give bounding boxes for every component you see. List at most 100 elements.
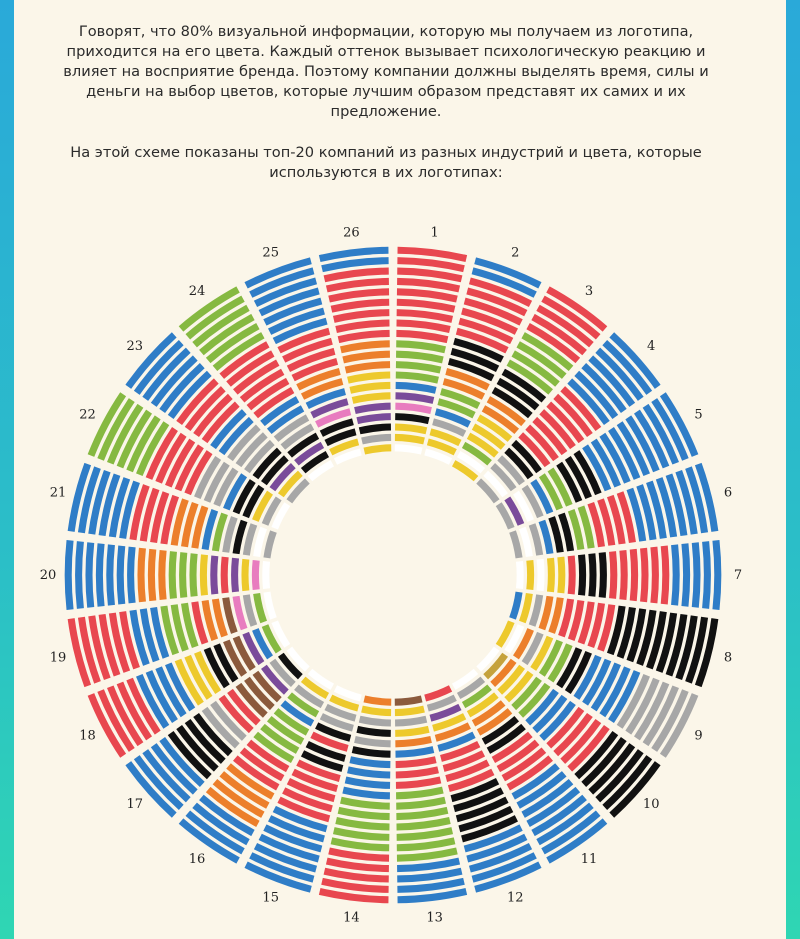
ring-10-18 xyxy=(490,658,517,688)
ring-4-9 xyxy=(553,393,593,438)
ring-16-6 xyxy=(212,779,265,818)
ring-22-16 xyxy=(232,479,256,515)
ring-12-7 xyxy=(458,805,514,833)
ring-23-18 xyxy=(269,462,296,492)
ring-17-19 xyxy=(277,652,303,680)
ring-3-8 xyxy=(511,350,560,387)
ring-24-15 xyxy=(273,414,310,442)
ring-7-19 xyxy=(526,559,535,591)
ring-11-20 xyxy=(451,668,479,690)
ring-8-15 xyxy=(558,598,575,638)
ring-13-9 xyxy=(396,806,449,821)
ring-5-7 xyxy=(608,427,641,480)
industry-wedge-18 xyxy=(87,620,291,758)
ring-14-17 xyxy=(356,725,391,737)
ring-3-1 xyxy=(546,286,608,332)
ring-22-11 xyxy=(184,450,213,496)
ring-25-3 xyxy=(253,277,318,308)
ring-26-19 xyxy=(361,433,392,445)
ring-21-12 xyxy=(181,501,199,548)
ring-24-20 xyxy=(307,460,335,482)
ring-13-10 xyxy=(396,796,446,810)
ring-25-10 xyxy=(286,347,336,372)
ring-24-12 xyxy=(253,386,295,419)
industry-label-24: 24 xyxy=(189,284,206,299)
ring-13-14 xyxy=(395,756,437,769)
ring-21-16 xyxy=(222,516,238,553)
industry-label-8: 8 xyxy=(724,651,732,666)
ring-7-3 xyxy=(691,542,701,608)
ring-9-10 xyxy=(582,658,612,706)
ring-7-7 xyxy=(650,546,659,604)
ring-18-13 xyxy=(203,647,230,689)
ring-20-4 xyxy=(95,543,105,607)
ring-16-14 xyxy=(266,715,305,745)
ring-14-11 xyxy=(342,786,391,800)
ring-6-6 xyxy=(646,480,667,539)
ring-22-3 xyxy=(107,403,144,465)
ring-19-8 xyxy=(139,608,160,663)
ring-8-8 xyxy=(626,608,647,663)
ring-24-19 xyxy=(300,450,330,474)
ring-2-10 xyxy=(450,347,500,372)
industry-wedge-23 xyxy=(125,332,310,504)
ring-23-13 xyxy=(227,424,261,462)
industry-label-16: 16 xyxy=(189,852,206,867)
ring-9-17 xyxy=(521,631,544,666)
industry-wedge-3 xyxy=(451,286,608,482)
ring-12-13 xyxy=(442,750,486,772)
industry-wedge-7 xyxy=(515,539,722,611)
ring-18-16 xyxy=(232,635,256,671)
ring-24-8 xyxy=(226,350,275,387)
ring-19-18 xyxy=(242,594,258,627)
ring-23-11 xyxy=(210,409,247,450)
ring-8-10 xyxy=(606,605,626,656)
ring-19-15 xyxy=(211,598,228,638)
ring-14-20 xyxy=(363,695,392,706)
ring-8-14 xyxy=(567,599,585,641)
ring-6-2 xyxy=(685,466,709,534)
ring-14-9 xyxy=(337,806,390,821)
ring-17-18 xyxy=(269,658,296,688)
ring-4-12 xyxy=(532,416,568,456)
ring-21-3 xyxy=(88,469,111,535)
ring-13-4 xyxy=(397,857,461,873)
ring-9-3 xyxy=(642,685,679,747)
ring-7-13 xyxy=(588,553,597,597)
ring-15-4 xyxy=(258,833,320,863)
industry-label-14: 14 xyxy=(343,911,360,926)
ring-1-17 xyxy=(395,413,430,425)
ring-19-13 xyxy=(191,601,209,645)
ring-11-1 xyxy=(546,818,608,864)
ring-25-11 xyxy=(291,357,339,382)
ring-10-7 xyxy=(567,724,610,772)
industry-wedge-9 xyxy=(495,620,699,758)
ring-24-7 xyxy=(219,341,270,379)
ring-20-15 xyxy=(210,555,219,595)
intro-text: Говорят, что 80% визуальной информации, … xyxy=(63,23,709,120)
ring-21-17 xyxy=(232,519,248,555)
ring-13-18 xyxy=(394,715,428,727)
ring-4-19 xyxy=(483,470,509,498)
ring-25-16 xyxy=(315,408,352,428)
ring-11-10 xyxy=(501,747,547,782)
ring-10-14 xyxy=(518,682,551,718)
ring-12-18 xyxy=(429,703,462,722)
ring-24-14 xyxy=(266,405,305,435)
ring-5-8 xyxy=(599,432,631,484)
industry-label-21: 21 xyxy=(50,485,67,500)
ring-20-2 xyxy=(75,541,84,609)
ring-13-6 xyxy=(396,837,456,852)
ring-11-9 xyxy=(506,755,553,791)
ring-8-16 xyxy=(548,597,564,634)
ring-16-10 xyxy=(239,747,285,782)
industry-wedge-4 xyxy=(476,332,661,504)
ring-26-1 xyxy=(318,246,389,263)
ring-25-14 xyxy=(305,388,347,410)
ring-19-7 xyxy=(129,609,150,666)
ring-20-20 xyxy=(262,561,271,589)
industry-wedge-15 xyxy=(244,685,362,893)
ring-18-4 xyxy=(116,681,153,741)
ring-13-13 xyxy=(395,766,439,779)
ring-7-15 xyxy=(567,555,576,595)
